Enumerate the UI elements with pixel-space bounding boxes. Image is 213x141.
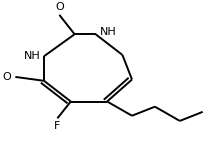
Text: NH: NH <box>23 51 40 61</box>
Text: O: O <box>3 72 12 82</box>
Text: F: F <box>54 121 60 131</box>
Text: NH: NH <box>99 27 116 37</box>
Text: O: O <box>55 2 64 12</box>
